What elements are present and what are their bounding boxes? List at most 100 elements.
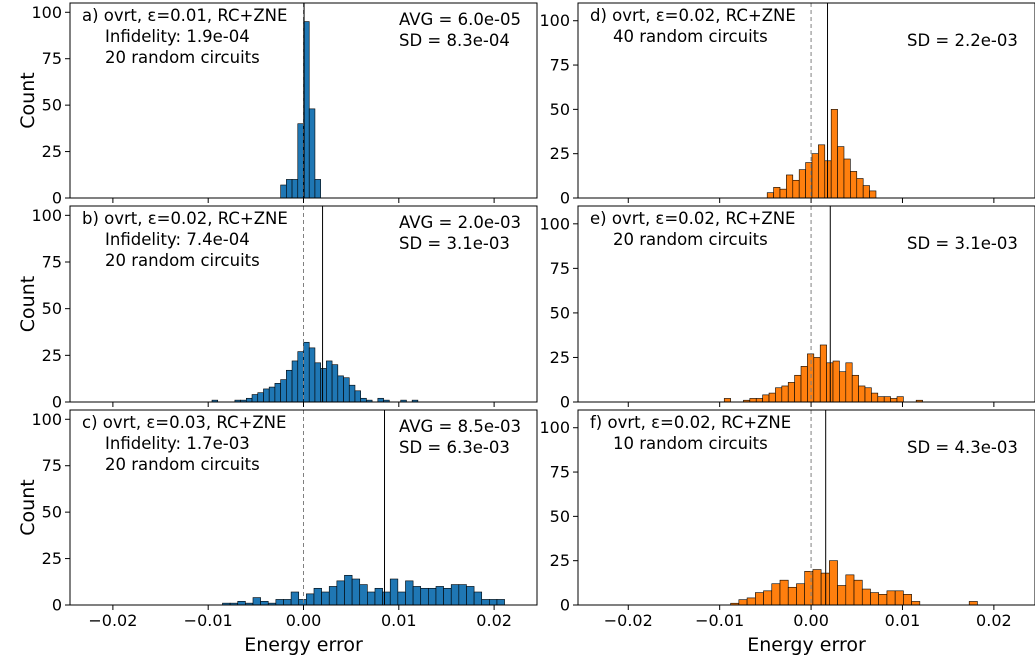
histogram-bar <box>313 587 322 606</box>
y-tick-label: 0 <box>560 596 570 615</box>
panel-annotation: Infidelity: 7.4e-04 <box>105 230 250 249</box>
histogram-bar <box>466 586 475 606</box>
histogram-bar <box>779 188 787 199</box>
histogram-bar <box>314 362 321 403</box>
histogram-bar <box>818 144 826 199</box>
panel-annotation: 20 random circuits <box>613 230 768 249</box>
y-tick-label: 100 <box>31 206 62 225</box>
y-tick-label: 25 <box>550 144 570 163</box>
histogram-bar <box>274 383 281 403</box>
histogram-bar <box>877 396 885 403</box>
histogram-bar <box>871 392 879 403</box>
histogram-bar <box>283 599 292 606</box>
y-tick-label: 50 <box>550 507 570 526</box>
x-tick-label: −0.02 <box>88 611 137 630</box>
histogram-bar <box>308 347 316 403</box>
y-axis-label: Count <box>17 276 39 332</box>
y-tick-label: 50 <box>550 100 570 119</box>
histogram-bar <box>798 169 806 199</box>
y-tick-label: 25 <box>42 142 62 161</box>
histogram-bar <box>326 360 333 403</box>
y-tick-label: 75 <box>42 49 62 68</box>
histogram-bar <box>851 374 859 403</box>
panel-stats: SD = 3.1e-03 <box>907 234 1018 253</box>
x-tick-label: 0.01 <box>381 611 417 630</box>
histogram-bar <box>251 394 259 403</box>
histogram-bar <box>864 387 872 403</box>
histogram-bar <box>781 385 789 403</box>
histogram-bar <box>420 587 429 606</box>
panel-annotation: 20 random circuits <box>105 455 260 474</box>
y-tick-label: 50 <box>550 303 570 322</box>
histogram-bar <box>354 390 361 403</box>
panel-annotation: b) ovrt, ε=0.02, RC+ZNE <box>82 209 288 228</box>
histogram-bar <box>812 569 822 606</box>
y-tick-label: 75 <box>42 456 62 475</box>
histogram-bar <box>328 586 338 606</box>
panel-annotation: e) ovrt, ε=0.02, RC+ZNE <box>590 209 795 228</box>
histogram-bar <box>298 599 307 606</box>
panel-annotation: d) ovrt, ε=0.02, RC+ZNE <box>590 6 796 25</box>
y-tick-label: 0 <box>560 393 570 412</box>
histogram-bar <box>738 599 748 606</box>
histogram-bar <box>853 579 863 606</box>
panel-stats: AVG = 6.0e-05 <box>399 10 521 29</box>
histogram-bar <box>763 590 773 606</box>
histogram-bar <box>389 578 399 606</box>
y-tick-label: 75 <box>550 259 570 278</box>
y-tick-label: 0 <box>52 393 62 412</box>
histogram-bar <box>775 387 783 403</box>
histogram-bar <box>886 590 896 606</box>
histogram-bar <box>829 560 838 606</box>
histogram-bar <box>870 592 880 606</box>
histogram-bar <box>473 591 483 606</box>
histogram-bar <box>804 571 814 606</box>
panel-stats: SD = 6.3e-03 <box>399 438 510 457</box>
histogram-bar <box>856 178 864 199</box>
x-tick-label: −0.02 <box>604 611 653 630</box>
histogram-bar <box>435 586 444 606</box>
histogram-bar <box>845 574 855 606</box>
histogram-bar <box>896 396 904 403</box>
histogram-bar <box>268 386 276 403</box>
histogram-bar <box>858 385 866 403</box>
histogram-bar <box>306 593 315 606</box>
y-tick-label: 100 <box>31 410 62 429</box>
y-tick-label: 25 <box>42 549 62 568</box>
x-axis-label: Energy error <box>747 634 866 656</box>
panel-annotation: Infidelity: 1.9e-04 <box>105 27 250 46</box>
histogram-bar <box>768 392 776 403</box>
x-axis-label: Energy error <box>244 634 363 656</box>
x-tick-label: −0.01 <box>184 611 233 630</box>
histogram-bar <box>839 371 847 403</box>
histogram-bar <box>308 108 316 199</box>
histogram-bar <box>723 398 731 403</box>
histogram-bar <box>314 179 321 199</box>
histogram-bar <box>351 578 361 606</box>
histogram-bar <box>755 398 763 403</box>
histogram-bar <box>792 179 800 199</box>
histogram-bar <box>489 599 498 606</box>
histogram-bar <box>903 594 912 606</box>
histogram-bar <box>837 585 847 606</box>
histogram-bar <box>890 398 898 403</box>
histogram-bar <box>260 600 269 606</box>
histogram-bar <box>397 591 406 606</box>
histogram-bar <box>359 584 368 606</box>
histogram-bar <box>263 388 270 403</box>
histogram-bar <box>458 584 467 606</box>
histogram-bar <box>811 153 819 199</box>
histogram-bar <box>862 185 870 199</box>
histogram-bar <box>337 375 344 403</box>
histogram-bar <box>331 364 339 403</box>
histogram-bar <box>320 368 327 403</box>
histogram-bar <box>290 591 300 606</box>
histogram-bar <box>830 109 838 199</box>
histogram-bar <box>367 591 376 606</box>
histogram-bar <box>280 379 287 403</box>
x-tick-label: −0.01 <box>695 611 744 630</box>
histogram-bar <box>237 600 246 606</box>
x-tick-label: 0.01 <box>885 611 921 630</box>
histogram-bar <box>883 396 891 403</box>
histogram-bar <box>746 597 756 606</box>
